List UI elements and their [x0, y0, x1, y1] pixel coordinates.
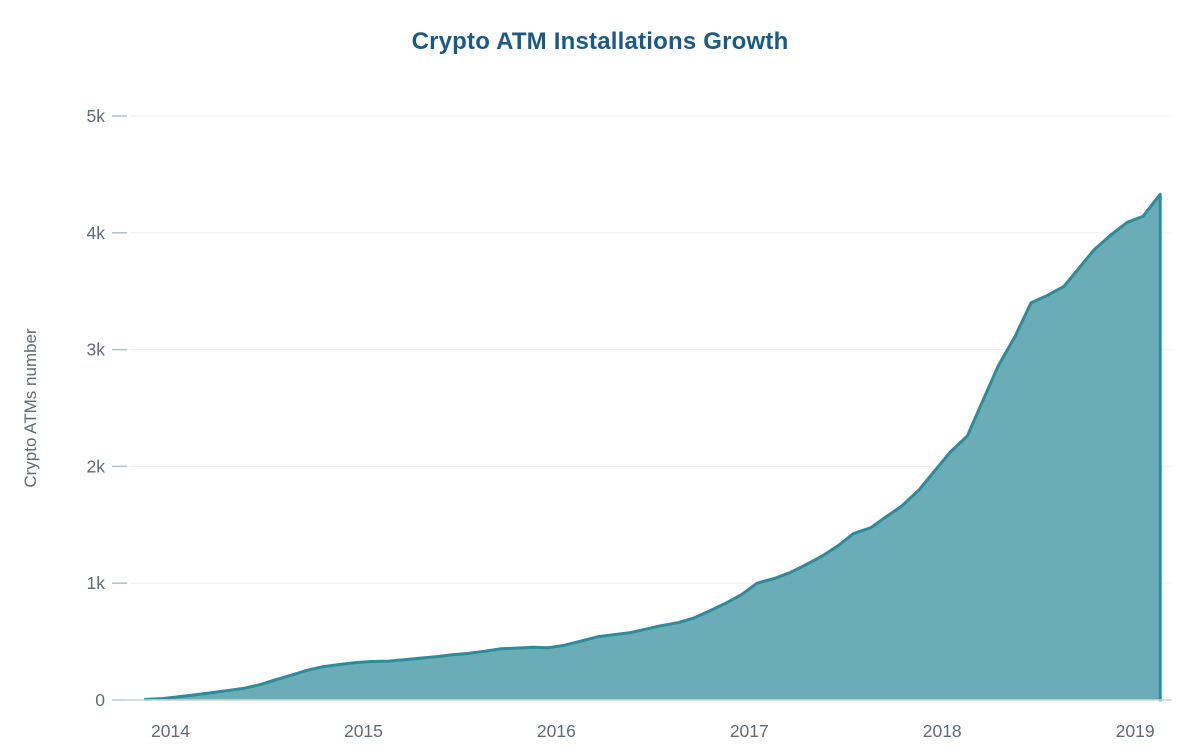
- y-tick-label: 0: [95, 690, 105, 710]
- y-tick-label: 5k: [87, 106, 106, 126]
- x-tick-label: 2016: [537, 721, 576, 741]
- x-tick-label: 2018: [923, 721, 962, 741]
- y-tick-label: 3k: [87, 340, 106, 360]
- chart-title: Crypto ATM Installations Growth: [411, 28, 789, 55]
- x-tick-label: 2017: [730, 721, 769, 741]
- y-tick-label: 2k: [87, 456, 106, 476]
- x-tick-label: 2019: [1116, 721, 1155, 741]
- area-series-fill: [145, 194, 1161, 701]
- x-tick-label: 2014: [151, 721, 190, 741]
- area-series-line: [143, 192, 1162, 702]
- y-tick-label: 1k: [87, 573, 106, 593]
- x-tick-label: 2015: [344, 721, 383, 741]
- y-tick-label: 4k: [87, 223, 106, 243]
- y-axis-title: Crypto ATMs number: [21, 328, 40, 488]
